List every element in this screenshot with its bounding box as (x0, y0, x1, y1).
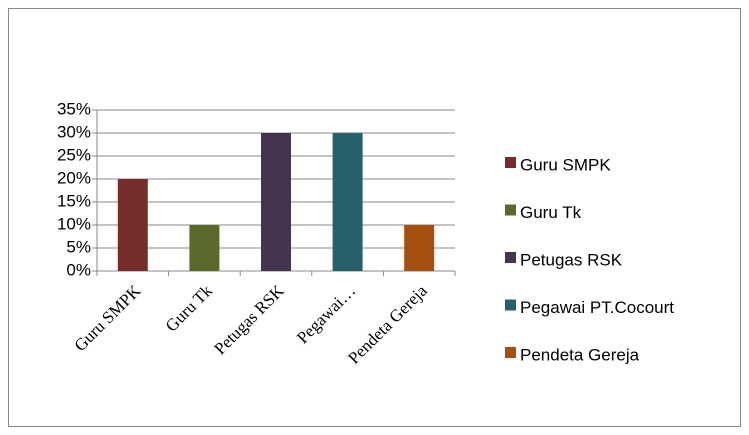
legend-swatch (505, 299, 516, 311)
bar (117, 179, 148, 271)
legend-label: Pegawai PT.Cocourt (520, 298, 674, 317)
y-tick-label: 10% (57, 214, 91, 233)
bar (189, 225, 220, 271)
legend-label: Pendeta Gereja (520, 345, 640, 364)
legend-swatch (505, 252, 516, 263)
y-tick-label: 5% (66, 237, 91, 256)
y-tick-label: 0% (66, 260, 91, 279)
legend-swatch (505, 204, 516, 216)
legend-swatch (505, 347, 516, 358)
y-tick-label: 35% (57, 99, 91, 118)
legend-label: Petugas RSK (520, 250, 623, 269)
bar (332, 133, 363, 271)
y-tick-label: 20% (57, 168, 91, 187)
legend-label: Guru Tk (520, 203, 582, 222)
bar (404, 225, 435, 271)
legend-swatch (505, 157, 516, 168)
y-tick-label: 30% (57, 122, 91, 141)
legend-label: Guru SMPK (520, 155, 611, 174)
y-tick-label: 25% (57, 145, 91, 164)
bar (261, 133, 291, 271)
y-tick-label: 15% (57, 191, 91, 210)
